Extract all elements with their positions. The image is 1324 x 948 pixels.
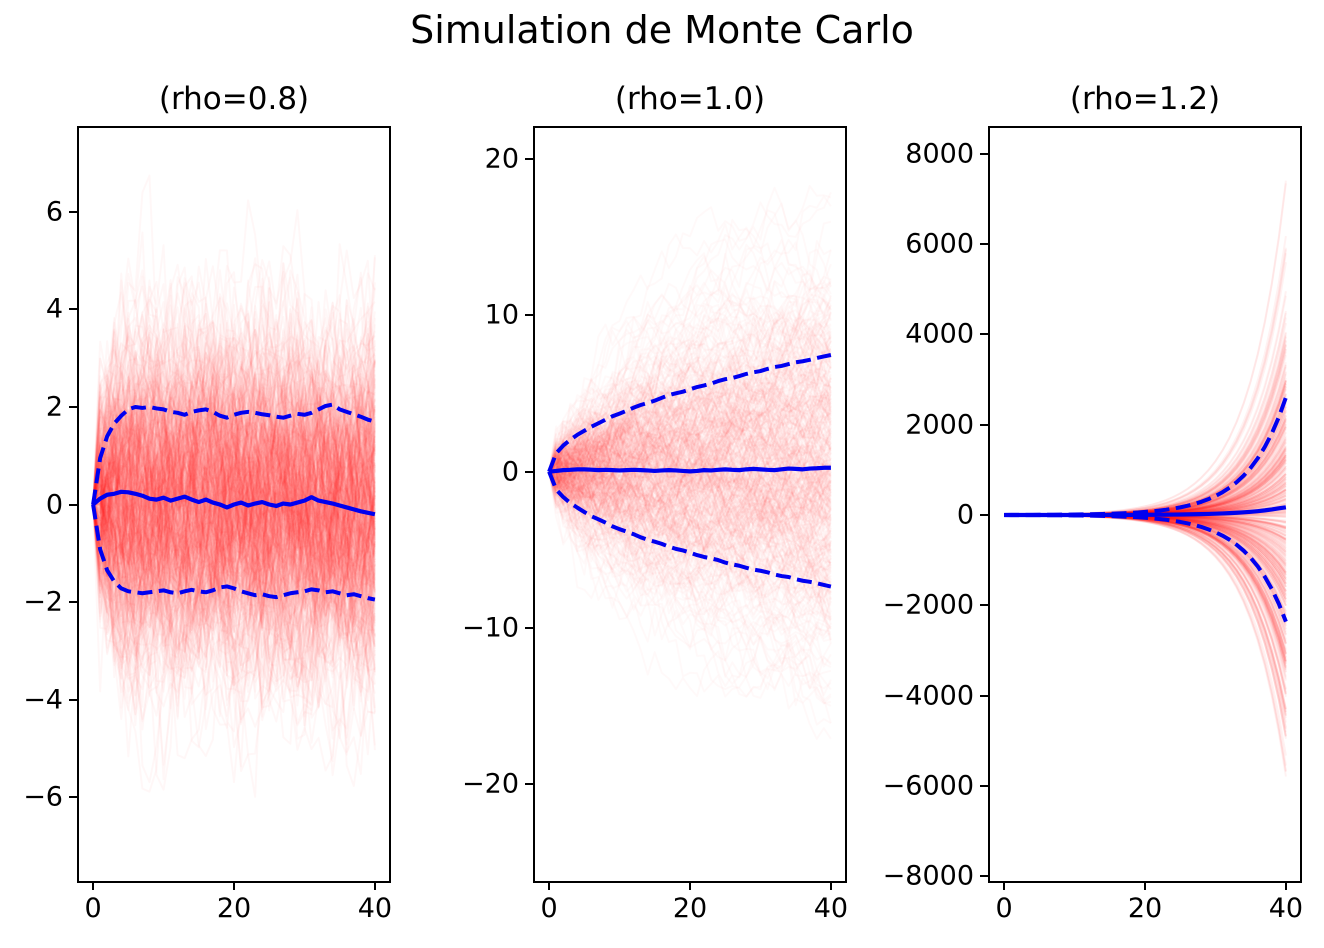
x-tick xyxy=(92,881,95,890)
plot-area-rho-1.2: 0 20 40 8000 6000 4000 2000 0 −2000 −4000 −6000 −80… xyxy=(883,126,1303,922)
x-tick xyxy=(1144,881,1146,890)
x-tick xyxy=(689,881,691,890)
x-tick-label: 0 xyxy=(84,893,102,924)
y-tick xyxy=(525,158,535,161)
y-tick-label: 0 xyxy=(45,489,63,520)
y-tick-label: 4000 xyxy=(905,318,974,350)
y-tick xyxy=(69,796,79,799)
y-tick xyxy=(980,604,990,607)
x-tick-label: 40 xyxy=(1268,893,1304,924)
y-tick-label: 0 xyxy=(956,499,974,531)
x-tick xyxy=(373,881,376,890)
y-tick-label: 2000 xyxy=(905,409,974,441)
y-tick xyxy=(980,243,990,246)
x-tick xyxy=(233,881,235,890)
y-tick xyxy=(980,694,990,697)
subplot-title-rho-1.2: (rho=1.2) xyxy=(1069,81,1221,117)
y-tick-label: −8000 xyxy=(882,860,974,892)
x-tick xyxy=(1003,881,1006,890)
y-tick-label: 4 xyxy=(45,293,63,325)
x-tick-label: 20 xyxy=(672,893,708,924)
plot-area-rho-0.8: 0 20 40 6 4 2 0 −2 −4 −6 xyxy=(23,126,392,922)
x-tick xyxy=(548,881,551,890)
y-tick xyxy=(525,470,535,473)
y-tick-label: −2000 xyxy=(882,589,974,621)
y-tick xyxy=(525,626,535,629)
y-tick xyxy=(980,513,990,516)
y-tick-label: −2 xyxy=(23,586,63,618)
x-tick-label: 40 xyxy=(357,893,393,924)
y-tick-label: 8000 xyxy=(905,138,974,170)
y-tick-label: 6000 xyxy=(905,228,974,260)
x-tick xyxy=(829,881,832,890)
y-tick-label: 2 xyxy=(45,391,63,423)
plot-area-rho-1.0: 0 20 40 20 10 0 −10 −20 xyxy=(462,126,848,922)
x-tick-label: 20 xyxy=(216,893,252,924)
y-tick xyxy=(980,784,990,787)
y-tick-label: −6000 xyxy=(882,770,974,802)
subplot-title-rho-1.0: (rho=1.0) xyxy=(614,81,766,117)
x-tick-label: 0 xyxy=(995,893,1013,924)
y-tick-label: 10 xyxy=(484,299,519,331)
y-tick-label: −4000 xyxy=(882,680,974,711)
x-tick xyxy=(1284,881,1287,890)
subplot-title-rho-0.8: (rho=0.8) xyxy=(158,81,310,117)
y-tick xyxy=(980,423,990,426)
y-tick-label: 0 xyxy=(501,456,519,488)
y-tick-label: 6 xyxy=(45,196,63,228)
y-tick xyxy=(980,333,990,336)
y-tick xyxy=(69,601,79,604)
x-tick-label: 0 xyxy=(540,893,558,924)
y-tick xyxy=(69,503,79,506)
y-tick xyxy=(69,308,79,311)
y-tick-label: −4 xyxy=(23,684,63,716)
x-tick-label: 20 xyxy=(1127,893,1163,924)
simulation-paths-canvas xyxy=(990,128,1300,881)
y-tick xyxy=(69,405,79,408)
y-tick-label: −6 xyxy=(23,781,63,813)
simulation-paths-canvas xyxy=(79,128,389,881)
figure-title: Simulation de Monte Carlo xyxy=(410,8,914,52)
y-tick xyxy=(525,783,535,786)
y-tick xyxy=(69,210,79,213)
x-tick-label: 40 xyxy=(813,893,849,924)
y-tick-label: −20 xyxy=(462,768,519,800)
y-tick xyxy=(525,314,535,317)
simulation-paths-canvas xyxy=(535,128,845,881)
y-tick-label: 20 xyxy=(484,143,519,175)
y-tick xyxy=(980,152,990,155)
y-tick xyxy=(980,875,990,878)
y-tick xyxy=(69,698,79,701)
y-tick-label: −10 xyxy=(462,612,519,644)
